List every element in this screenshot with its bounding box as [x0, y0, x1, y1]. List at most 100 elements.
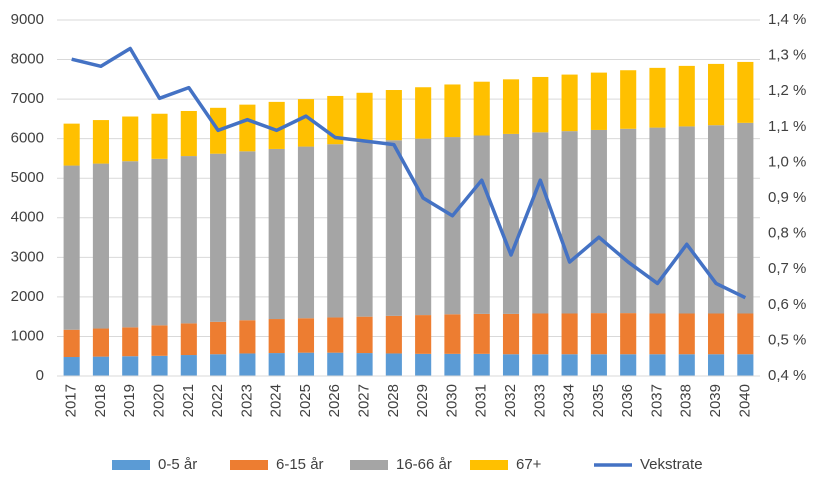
- bar-segment: [122, 327, 139, 357]
- bar-segment: [502, 79, 520, 134]
- x-tick-label: 2020: [150, 384, 167, 417]
- bar-segment: [620, 313, 637, 355]
- x-tick-label: 2025: [297, 384, 314, 417]
- bar-segment: [532, 313, 549, 355]
- bar-segment: [327, 317, 344, 353]
- x-tick-label: 2018: [92, 384, 109, 417]
- bar-segment: [385, 353, 402, 376]
- x-tick-label: 2035: [590, 384, 607, 417]
- bar-segment: [737, 354, 754, 376]
- bar-segment: [180, 323, 197, 356]
- bar-segment: [590, 354, 607, 376]
- y-tick-label: 5000: [11, 169, 44, 186]
- y2-tick-label: 0,8 %: [768, 225, 806, 242]
- x-tick-label: 2033: [531, 384, 548, 417]
- bar-segment: [708, 354, 725, 376]
- bar-segment: [180, 156, 197, 324]
- bar-segment: [122, 116, 139, 162]
- x-tick-label: 2039: [707, 384, 724, 417]
- bar-segment: [63, 357, 80, 376]
- y-tick-label: 4000: [11, 209, 44, 226]
- x-tick-label: 2038: [678, 384, 695, 417]
- bar-segment: [678, 65, 695, 127]
- y2-tick-label: 1,0 %: [768, 153, 806, 170]
- bar-segment: [63, 329, 80, 358]
- bar-segment: [620, 70, 637, 129]
- legend-label: 6-15 år: [276, 456, 324, 473]
- x-tick-label: 2019: [121, 384, 138, 417]
- y-tick-label: 9000: [11, 11, 44, 28]
- bar-segment: [532, 354, 549, 376]
- x-tick-label: 2031: [473, 384, 490, 417]
- bar-segment: [268, 148, 285, 320]
- x-tick-label: 2022: [209, 384, 226, 417]
- bar-segment: [356, 142, 373, 317]
- bar-segment: [415, 315, 432, 354]
- y-tick-label: 7000: [11, 90, 44, 107]
- bar-segment: [502, 313, 520, 355]
- y-tick-label: 1000: [11, 327, 44, 344]
- bar-segment: [268, 101, 285, 149]
- bar-segment: [180, 355, 197, 376]
- bar-segment: [590, 72, 607, 130]
- bar-segment: [415, 87, 432, 139]
- x-tick-label: 2030: [443, 384, 460, 417]
- bar-segment: [561, 313, 578, 355]
- y-tick-label: 0: [36, 367, 44, 384]
- bar-segment: [561, 131, 578, 314]
- bar-segment: [92, 163, 109, 329]
- bar-segment: [327, 95, 344, 145]
- bar-segment: [239, 320, 256, 354]
- bar-segment: [737, 61, 754, 123]
- bar-segment: [297, 352, 315, 376]
- legend-swatch: [112, 460, 150, 470]
- bar-segment: [327, 144, 344, 318]
- legend-swatch: [230, 460, 268, 470]
- bar-segment: [92, 328, 109, 357]
- bar-segment: [356, 92, 373, 143]
- bar-segment: [590, 129, 607, 314]
- bar-segment: [473, 135, 490, 314]
- bar-segment: [151, 158, 168, 326]
- bar-segment: [473, 353, 490, 376]
- bar-segment: [151, 113, 168, 159]
- bar-segment: [268, 353, 285, 376]
- bar-segment: [678, 126, 695, 314]
- x-tick-label: 2036: [619, 384, 636, 417]
- x-tick-label: 2024: [268, 384, 285, 417]
- y2-tick-label: 0,9 %: [768, 189, 806, 206]
- bar-segment: [502, 354, 520, 376]
- bar-segment: [385, 315, 402, 354]
- bar-segment: [737, 313, 754, 355]
- y2-tick-label: 0,7 %: [768, 260, 806, 277]
- bar-segment: [415, 138, 432, 316]
- x-tick-label: 2017: [63, 384, 80, 417]
- bar-segment: [297, 99, 315, 147]
- bar-segment: [708, 313, 725, 355]
- y-tick-label: 3000: [11, 248, 44, 265]
- bar-segment: [92, 120, 109, 164]
- bar-segment: [239, 353, 256, 376]
- bar-segment: [63, 165, 80, 330]
- x-tick-label: 2026: [326, 384, 343, 417]
- x-tick-label: 2028: [385, 384, 402, 417]
- bar-segment: [444, 353, 461, 376]
- bar-segment: [620, 354, 637, 376]
- bar-segment: [151, 355, 168, 376]
- bar-segment: [239, 104, 256, 152]
- bar-segment: [297, 146, 315, 319]
- bar-segment: [297, 318, 315, 353]
- y-tick-label: 2000: [11, 288, 44, 305]
- y2-tick-label: 1,2 %: [768, 82, 806, 99]
- bar-segment: [268, 319, 285, 354]
- bar-segment: [356, 353, 373, 376]
- bar-segment: [444, 314, 461, 354]
- legend-label: 0-5 år: [158, 456, 197, 473]
- y2-tick-label: 1,4 %: [768, 11, 806, 28]
- x-tick-label: 2027: [356, 384, 373, 417]
- bar-segment: [649, 313, 666, 355]
- bar-segment: [532, 132, 549, 314]
- bar-segment: [561, 74, 578, 132]
- bar-segment: [210, 354, 227, 376]
